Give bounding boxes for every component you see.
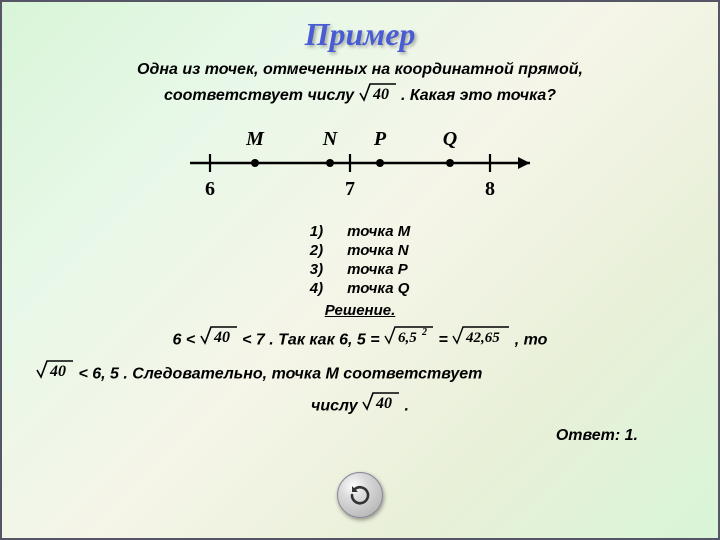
sol-d: < 6, 5 . Следовательно, точка М соответс… (78, 365, 482, 382)
option-row: 3)точка P (298, 260, 422, 279)
option-number: 2) (298, 241, 335, 260)
option-row: 4)точка Q (298, 279, 422, 298)
solution-text: 6 < 40 < 7 . Так как 6, 5 = 6,5 2 = 42,6… (2, 319, 718, 423)
option-number: 1) (298, 222, 335, 241)
problem-statement: Одна из точек, отмеченных на координатно… (2, 53, 718, 111)
sol-e: числу (311, 398, 362, 415)
sol-eq: = (439, 331, 453, 348)
problem-text-2a: соответствует числу (164, 87, 359, 104)
svg-text:M: M (245, 128, 265, 150)
sqrt-40-icon: 40 (200, 324, 238, 357)
answer-options: 1)точка M2)точка N3)точка P4)точка Q (2, 216, 718, 298)
svg-text:P: P (373, 128, 387, 150)
option-number: 4) (298, 279, 335, 298)
svg-text:40: 40 (213, 329, 230, 346)
svg-text:N: N (322, 128, 339, 150)
answer-text: Ответ: 1. (2, 423, 718, 445)
sqrt-40-icon: 40 (359, 81, 397, 110)
sol-f: . (405, 398, 409, 415)
option-row: 1)точка M (298, 222, 422, 241)
solution-label: Решение. (2, 298, 718, 319)
sqrt-42-65-icon: 42,65 (452, 324, 510, 357)
svg-text:8: 8 (485, 178, 495, 200)
svg-text:7: 7 (345, 178, 355, 200)
number-line: 6 7 8 M N P Q (2, 111, 718, 216)
sol-c: , то (515, 331, 548, 348)
option-text: точка P (335, 260, 422, 279)
option-number: 3) (298, 260, 335, 279)
sqrt-40-icon: 40 (36, 358, 74, 391)
svg-text:40: 40 (375, 395, 392, 412)
option-text: точка N (335, 241, 422, 260)
sol-a: 6 < (173, 331, 200, 348)
option-row: 2)точка N (298, 241, 422, 260)
option-text: точка M (335, 222, 422, 241)
page-title: Пример (2, 2, 718, 53)
sqrt-value: 40 (372, 86, 389, 103)
svg-text:Q: Q (443, 128, 457, 150)
problem-text-2b: . Какая это точка? (401, 87, 556, 104)
svg-text:6,5: 6,5 (398, 330, 417, 346)
option-text: точка Q (335, 279, 422, 298)
refresh-button[interactable] (337, 472, 383, 518)
problem-text-1: Одна из точек, отмеченных на координатно… (137, 61, 583, 78)
svg-text:6: 6 (205, 178, 215, 200)
svg-text:40: 40 (49, 363, 66, 380)
svg-text:2: 2 (421, 327, 427, 338)
refresh-icon (348, 483, 372, 507)
sqrt-40-icon: 40 (362, 390, 400, 423)
sqrt-6-5-sq-icon: 6,5 2 (384, 323, 434, 358)
svg-text:42,65: 42,65 (465, 330, 500, 346)
sol-b: < 7 . Так как 6, 5 = (242, 331, 384, 348)
